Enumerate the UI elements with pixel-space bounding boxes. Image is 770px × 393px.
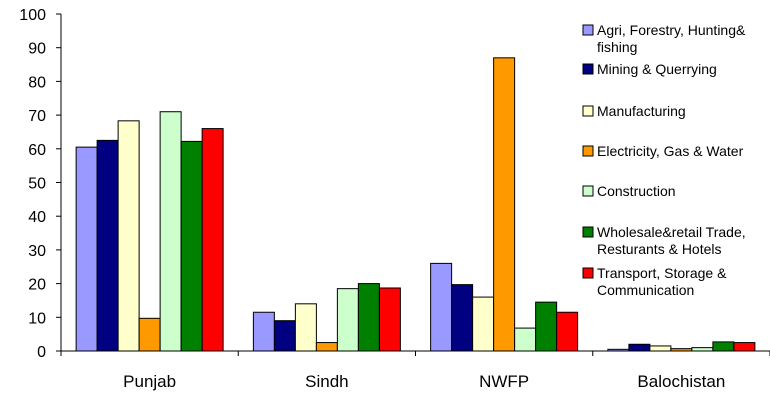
bar-6-sindh <box>357 283 380 352</box>
bar-2-punjab <box>96 139 119 352</box>
y-tick-label: 40 <box>28 209 46 226</box>
y-tick-label: 20 <box>28 277 46 294</box>
bar-6-balochistan <box>712 341 735 352</box>
legend-label: Electricity, Gas & Water <box>597 143 744 159</box>
legend-swatch <box>582 145 594 157</box>
bar-7-sindh <box>378 287 401 352</box>
x-category-label: Balochistan <box>637 372 725 391</box>
bar-7-nwfp <box>556 311 579 352</box>
bar-3-sindh <box>294 303 317 352</box>
legend-label: Wholesale&retail Trade, <box>597 224 746 240</box>
legend-label: Mining & Querrying <box>597 61 717 77</box>
legend-label: Transport, Storage & <box>597 265 727 281</box>
legend-swatch <box>582 105 594 117</box>
legend-swatch <box>582 24 594 36</box>
bar-6-punjab <box>180 140 203 352</box>
y-tick-label: 80 <box>28 74 46 91</box>
y-tick-label: 100 <box>19 7 46 24</box>
bar-2-sindh <box>273 320 296 352</box>
legend-label: Communication <box>597 282 694 298</box>
bar-5-punjab <box>159 111 182 352</box>
x-category-label: Sindh <box>305 372 348 391</box>
bar-5-sindh <box>336 288 359 352</box>
x-category-label: NWFP <box>479 372 529 391</box>
bar-7-balochistan <box>733 342 756 352</box>
y-tick-label: 70 <box>28 108 46 125</box>
x-category-label: Punjab <box>123 372 176 391</box>
bars-layer <box>75 57 756 352</box>
legend-swatch <box>582 226 594 238</box>
legend-swatch <box>582 63 594 75</box>
y-tick-label: 10 <box>28 310 46 327</box>
y-tick-label: 90 <box>28 41 46 58</box>
legend-swatch <box>582 267 594 279</box>
y-tick-label: 0 <box>37 344 46 361</box>
legend-label: Resturants & Hotels <box>597 241 722 257</box>
bar-1-nwfp <box>430 262 453 352</box>
legend-label: fishing <box>597 39 637 55</box>
y-tick-label: 50 <box>28 176 46 193</box>
bar-3-balochistan <box>649 345 672 352</box>
bar-5-nwfp <box>514 327 537 352</box>
bar-5-balochistan <box>691 347 714 352</box>
bar-2-balochistan <box>628 343 651 352</box>
legend-label: Manufacturing <box>597 103 686 119</box>
legend-label: Agri, Forestry, Hunting& <box>597 22 746 38</box>
y-tick-label: 30 <box>28 243 46 260</box>
legend-swatch <box>582 185 594 197</box>
bar-4-sindh <box>315 342 338 352</box>
bar-1-punjab <box>75 146 98 352</box>
bar-2-nwfp <box>451 284 474 352</box>
bar-4-nwfp <box>493 57 516 352</box>
legend-label: Construction <box>597 183 676 199</box>
bar-6-nwfp <box>535 301 558 352</box>
axes-layer: 0 10 20 30 40 50 60 70 80 90 100 Punjab Sindh NWFP Bal… <box>19 7 770 391</box>
bar-4-punjab <box>138 317 161 352</box>
bar-3-punjab <box>117 120 140 352</box>
bar-3-nwfp <box>472 296 495 352</box>
y-tick-label: 60 <box>28 142 46 159</box>
bar-1-sindh <box>252 311 275 352</box>
bar-7-punjab <box>201 128 224 352</box>
legend: Agri, Forestry, Hunting&fishing Mining & … <box>582 22 746 298</box>
